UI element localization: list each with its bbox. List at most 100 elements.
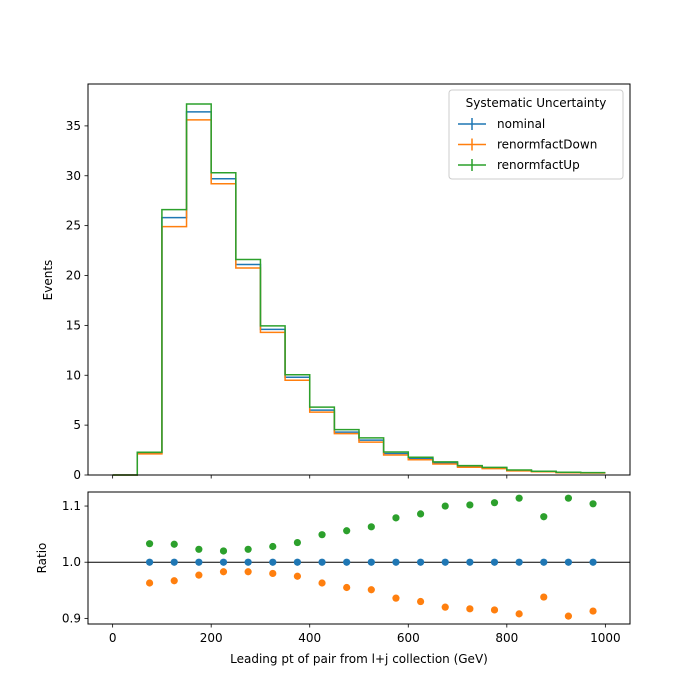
legend-box: [448, 89, 624, 180]
legend-label: renormfactDown: [497, 138, 597, 152]
ratio-y-tick-label: 1.1: [62, 499, 81, 513]
ratio-series-group: [145, 494, 597, 620]
ratio-point: [293, 558, 302, 566]
ratio-point: [441, 603, 449, 611]
legend-entry-renormfactDown: renormfactDown: [458, 138, 597, 152]
legend: Systematic Uncertainty nominal renormfact…: [448, 89, 624, 180]
ratio-point: [269, 558, 277, 566]
ratio-point: [515, 494, 523, 502]
legend-entries: nominal renormfactDown renormfactUp: [458, 117, 597, 172]
ratio-point: [416, 597, 425, 606]
main-series-group: [112, 103, 606, 476]
main-axes-frame: [87, 83, 631, 476]
ratio-point: [145, 579, 154, 587]
ratio-point: [589, 500, 597, 508]
ratio-point: [392, 558, 400, 566]
histogram-series-renormfactUp: [112, 103, 606, 476]
ratio-point: [343, 527, 351, 535]
legend-title: Systematic Uncertainty: [466, 96, 607, 110]
ratio-point: [145, 540, 154, 548]
ratio-point: [564, 494, 573, 502]
ratio-point: [490, 558, 499, 566]
ratio-series-nominal: [145, 558, 597, 566]
legend-entry-renormfactUp: renormfactUp: [458, 158, 580, 172]
ratio-point: [195, 571, 203, 579]
legend-label: nominal: [497, 117, 545, 131]
x-tick-label: 400: [298, 631, 321, 645]
main-y-tick-label: 20: [66, 269, 81, 283]
ratio-point: [219, 547, 228, 555]
ratio-point: [589, 558, 597, 566]
ratio-point: [540, 558, 548, 566]
ratio-point: [293, 572, 302, 580]
ratio-point: [367, 558, 375, 566]
ratio-point: [466, 558, 474, 566]
main-histogram-panel: 0 5 10 15 20 25 30 35 Events Systematic Uncerta…: [41, 83, 631, 482]
ratio-point: [441, 502, 449, 510]
ratio-point: [195, 558, 203, 566]
main-y-tick-label: 15: [66, 318, 81, 332]
ratio-point: [490, 606, 499, 614]
ratio-y-tick-label: 1.0: [62, 555, 81, 569]
ratio-point: [170, 558, 178, 566]
ratio-point: [145, 558, 154, 566]
x-tick-label: 0: [109, 631, 117, 645]
ratio-point: [416, 510, 425, 518]
x-tick-label: 200: [200, 631, 223, 645]
ratio-point: [367, 586, 375, 594]
ratio-point: [392, 514, 400, 522]
ratio-series-renormfactDown: [145, 568, 597, 620]
ratio-point: [515, 558, 523, 566]
main-y-tick-label: 10: [66, 368, 81, 382]
ratio-point: [515, 610, 523, 618]
ratio-point: [244, 545, 252, 553]
ratio-y-tick-label: 0.9: [62, 611, 81, 625]
ratio-point: [490, 499, 499, 507]
ratio-point: [318, 558, 326, 566]
ratio-point: [269, 542, 277, 551]
ratio-panel: 0 200 400 600 800 1000 0.9 1.0 1.1 Ratio Leading…: [35, 491, 631, 666]
ratio-point: [589, 607, 597, 615]
ratio-series-renormfactUp: [145, 494, 597, 555]
ratio-point: [367, 523, 375, 531]
ratio-point: [540, 593, 548, 601]
ratio-point: [466, 501, 474, 509]
ratio-axis-ticks: 0 200 400 600 800 1000 0.9 1.0 1.1: [62, 499, 621, 645]
legend-label: renormfactUp: [497, 158, 580, 172]
ratio-point: [269, 569, 277, 578]
x-axis-label: Leading pt of pair from l+j collection (…: [230, 652, 488, 666]
ratio-point: [318, 579, 326, 587]
main-y-axis-label: Events: [41, 260, 55, 301]
ratio-point: [318, 531, 326, 539]
ratio-point: [170, 577, 178, 585]
ratio-point: [195, 545, 203, 553]
ratio-point: [244, 558, 252, 566]
main-y-tick-label: 25: [66, 219, 81, 233]
ratio-y-axis-label: Ratio: [35, 543, 49, 574]
main-y-tick-label: 0: [73, 468, 81, 482]
ratio-point: [244, 568, 252, 576]
x-tick-label: 1000: [590, 631, 621, 645]
ratio-point: [343, 558, 351, 566]
x-tick-label: 600: [397, 631, 420, 645]
x-tick-label: 800: [495, 631, 518, 645]
ratio-point: [343, 583, 351, 592]
ratio-point: [466, 605, 474, 613]
main-y-tick-label: 5: [73, 418, 81, 432]
legend-entry-nominal: nominal: [458, 117, 545, 131]
main-y-tick-label: 35: [66, 119, 81, 133]
ratio-point: [416, 558, 425, 566]
ratio-point: [219, 558, 228, 566]
main-y-tick-label: 30: [66, 169, 81, 183]
ratio-point: [293, 538, 302, 547]
ratio-point: [540, 513, 548, 521]
ratio-point: [170, 540, 178, 548]
ratio-point: [392, 594, 400, 602]
ratio-point: [441, 558, 449, 566]
ratio-point: [564, 558, 573, 566]
ratio-point: [219, 568, 228, 576]
ratio-axes-frame: [87, 491, 631, 625]
ratio-point: [564, 612, 573, 620]
main-axis-ticks: 0 5 10 15 20 25 30 35: [66, 119, 606, 482]
